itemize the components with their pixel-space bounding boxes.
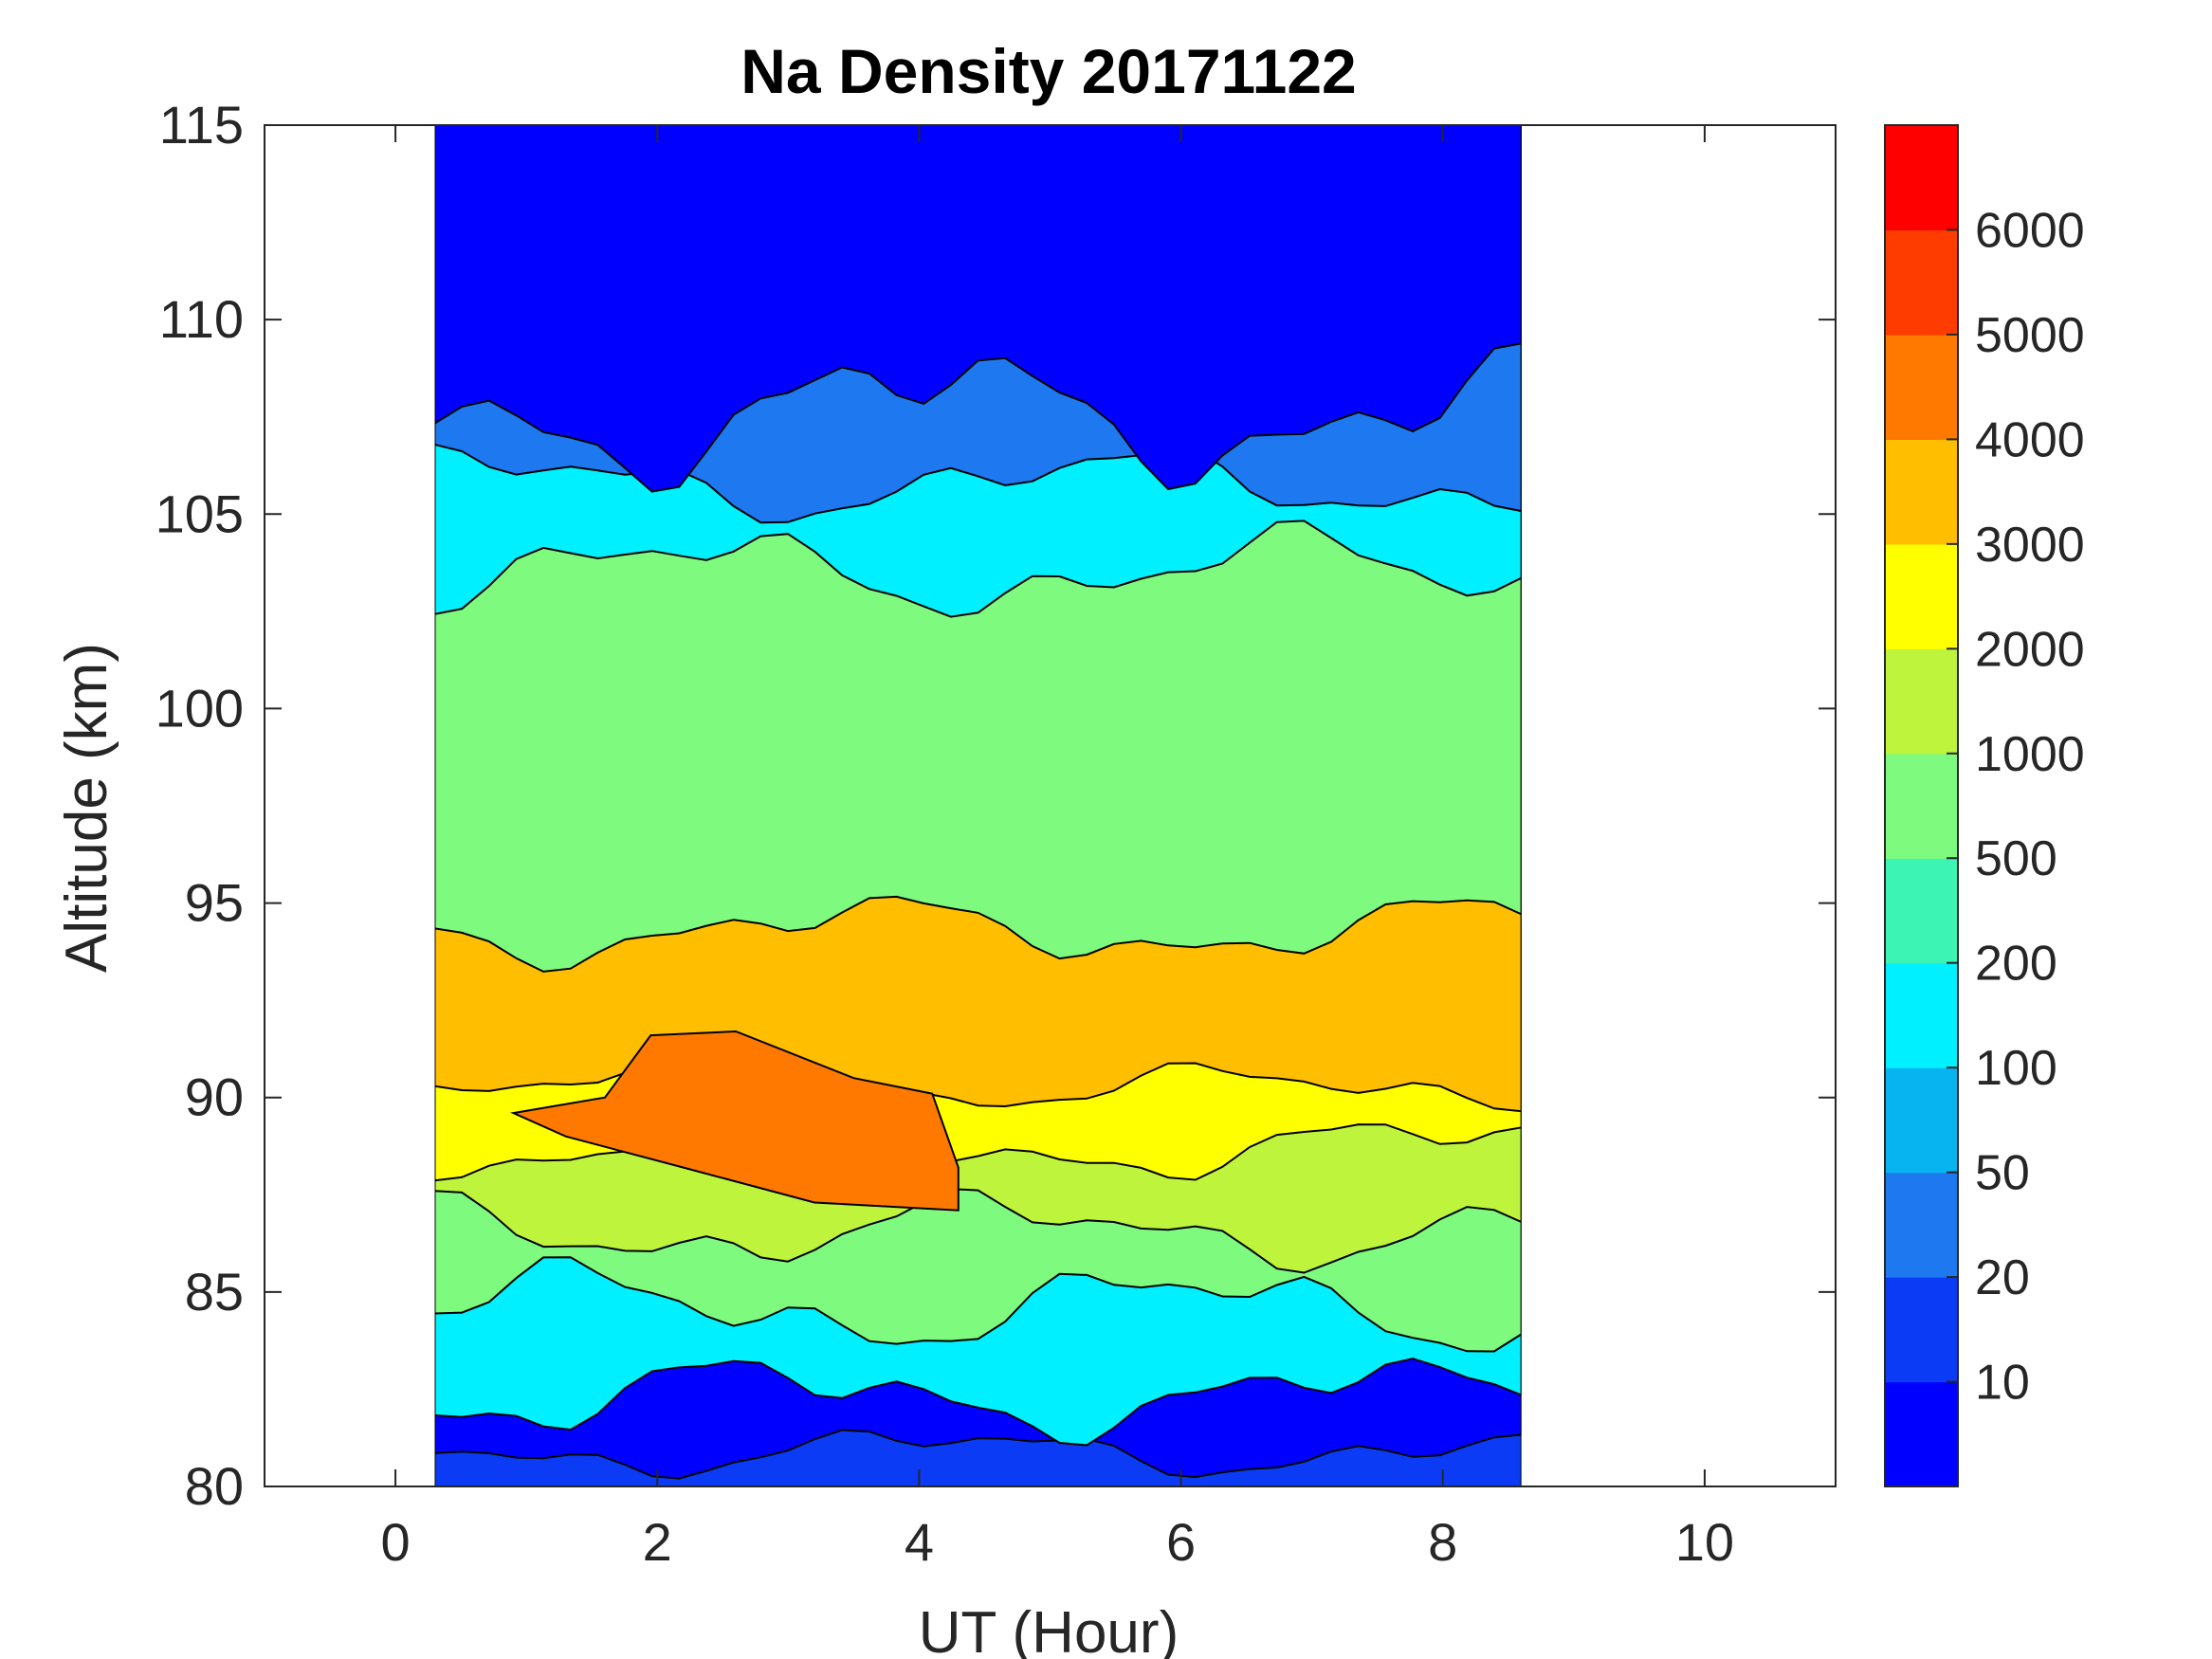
y-tick-label: 90	[185, 1067, 244, 1127]
colorbar-segment	[1885, 125, 1958, 231]
colorbar-label: 200	[1975, 937, 2057, 992]
colorbar: 10 20 50 100 200 500 1000 2000 3000 4000 5000 6000	[1884, 124, 2085, 1487]
colorbar-segment	[1885, 1277, 1958, 1383]
colorbar-label: 6000	[1975, 203, 2085, 258]
contour-band-peak-layer	[509, 1030, 960, 1212]
colorbar-label: 500	[1975, 831, 2057, 886]
colorbar-label: 2000	[1975, 622, 2085, 677]
colorbar-box	[1884, 124, 1959, 1487]
colorbar-segment	[1885, 753, 1958, 859]
y-tick-label: 110	[159, 289, 244, 349]
colorbar-label: 1000	[1975, 727, 2085, 782]
colorbar-segment	[1885, 439, 1958, 545]
colorbar-segment	[1885, 962, 1958, 1068]
y-tick-label: 80	[185, 1456, 244, 1516]
x-tick-label: 10	[1675, 1512, 1734, 1572]
colorbar-label: 10	[1975, 1356, 2030, 1411]
x-tick-label: 8	[1428, 1512, 1457, 1572]
x-tick-label: 0	[381, 1512, 411, 1572]
axes-box	[264, 124, 1837, 1487]
colorbar-segment	[1885, 1067, 1958, 1174]
y-tick-label: 85	[185, 1262, 244, 1322]
y-tick-label: 100	[155, 678, 244, 738]
colorbar-label: 50	[1975, 1146, 2030, 1201]
colorbar-label: 3000	[1975, 518, 2085, 573]
colorbar-segment	[1885, 543, 1958, 649]
colorbar-segment	[1885, 648, 1958, 755]
colorbar-label: 100	[1975, 1041, 2057, 1096]
colorbar-label: 5000	[1975, 308, 2085, 363]
colorbar-segment	[1885, 1381, 1958, 1487]
colorbar-segment	[1885, 858, 1958, 964]
plot-area	[265, 125, 1836, 1486]
contour-band-top-dark-blue	[434, 125, 1522, 493]
colorbar-segment	[1885, 229, 1958, 336]
x-tick-label: 2	[643, 1512, 672, 1572]
y-tick-label: 95	[185, 873, 244, 933]
x-tick-label: 4	[905, 1512, 934, 1572]
colorbar-label: 20	[1975, 1250, 2030, 1305]
y-axis-label: Altitude (km)	[54, 643, 119, 973]
colorbar-segment	[1885, 334, 1958, 440]
x-tick-label: 6	[1166, 1512, 1196, 1572]
colorbar-segment	[1885, 1172, 1958, 1278]
y-tick-label: 115	[159, 95, 244, 155]
axes: 0 2 4 6 8 10 80 85 90 95 100 105 110 115	[155, 95, 1837, 1572]
y-tick-label: 105	[155, 483, 244, 543]
chart-title: Na Density 20171122	[740, 36, 1356, 106]
colorbar-label: 4000	[1975, 412, 2085, 467]
x-axis-label: UT (Hour)	[919, 1600, 1179, 1659]
contour-field	[434, 125, 1522, 1486]
